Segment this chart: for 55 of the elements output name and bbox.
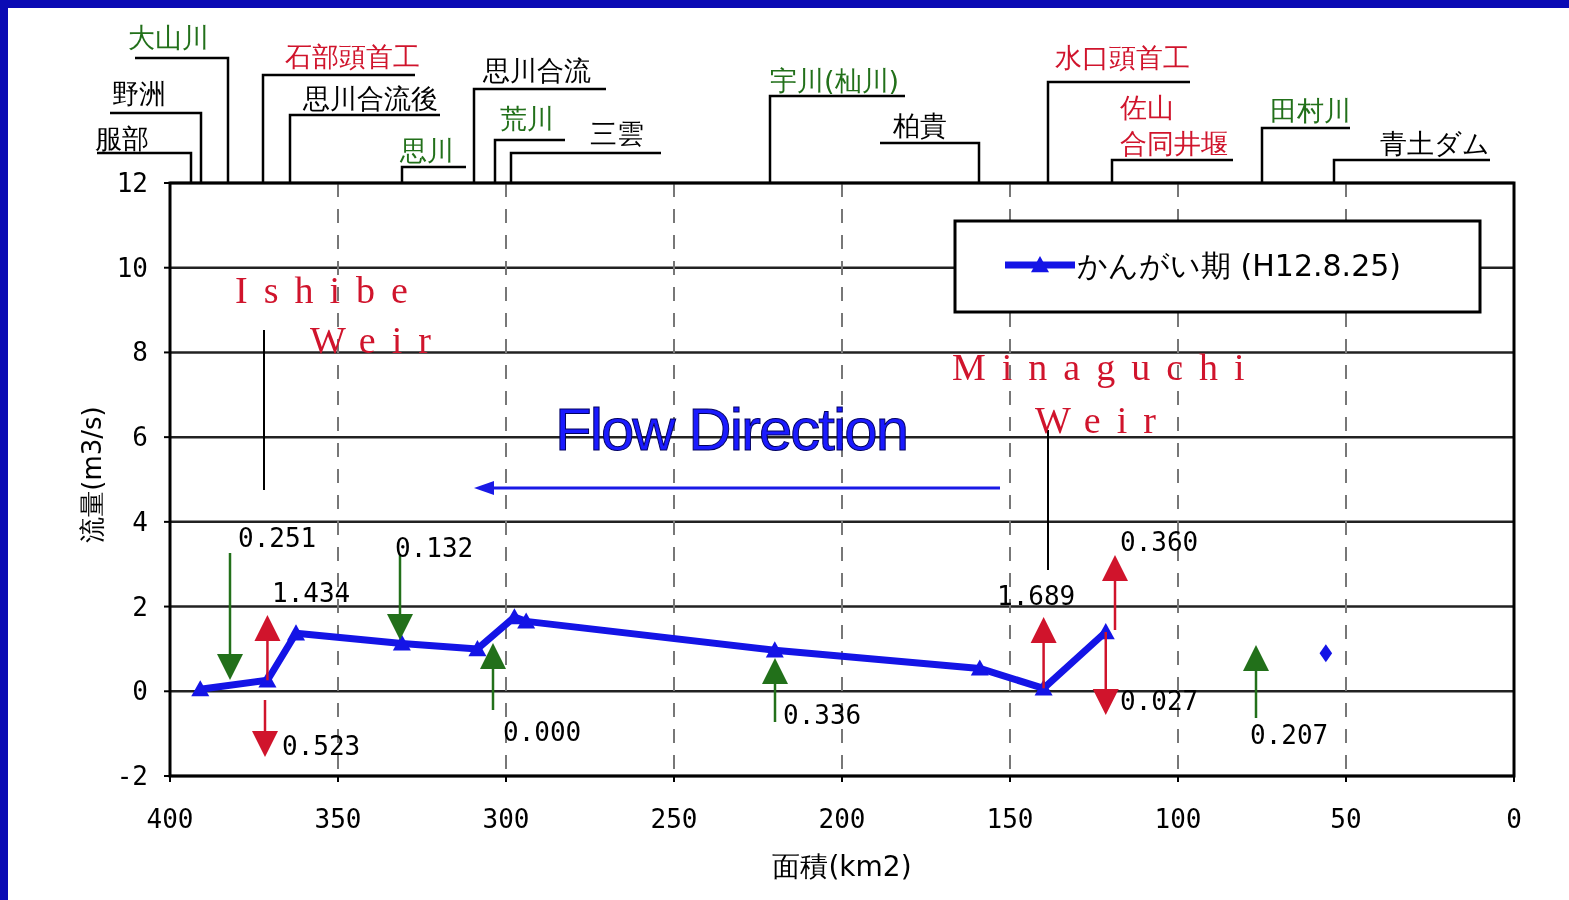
x-tick-label: 350 bbox=[314, 804, 362, 834]
text: 思川合流 bbox=[482, 55, 591, 86]
y-tick-label: -2 bbox=[116, 761, 148, 791]
point bbox=[970, 659, 989, 676]
annotation: 1.689 bbox=[997, 581, 1076, 611]
annotation: Minaguchi Weir bbox=[952, 346, 1261, 441]
text: 柏貴 bbox=[892, 110, 947, 141]
point bbox=[1319, 644, 1333, 663]
x-axis-title: 面積(km2) bbox=[772, 850, 912, 883]
x-tick-label: 200 bbox=[818, 804, 866, 834]
text: 思川 bbox=[399, 135, 454, 166]
text: 大山川 bbox=[128, 22, 209, 53]
text: 田村川 bbox=[1270, 95, 1351, 126]
annotation: 0.523 bbox=[282, 731, 361, 761]
x-tick-label: 50 bbox=[1330, 804, 1362, 834]
text: 思川合流後 bbox=[302, 83, 438, 114]
y-tick-label: 0 bbox=[132, 676, 148, 707]
text: 宇川(杣川) bbox=[770, 65, 900, 96]
y-tick-label: 4 bbox=[132, 506, 148, 537]
legend-label: かんがい期 (H12.8.25) bbox=[1077, 248, 1402, 283]
text: 水口頭首工 bbox=[1055, 42, 1190, 73]
x-tick-label: 400 bbox=[146, 804, 194, 834]
x-tick-label: 300 bbox=[482, 804, 530, 834]
annotation: 0.251 bbox=[238, 523, 317, 553]
text: 野洲 bbox=[112, 78, 166, 109]
point bbox=[517, 612, 536, 629]
text: 荒川 bbox=[500, 103, 554, 134]
annotation: 0.207 bbox=[1250, 720, 1329, 750]
y-tick-label: 12 bbox=[116, 168, 148, 198]
annotation: 0.336 bbox=[783, 700, 862, 730]
annotation: Ishibe Weir bbox=[235, 269, 447, 361]
y-tick-label: 6 bbox=[132, 422, 148, 453]
text: 三雲 bbox=[590, 118, 644, 149]
point bbox=[191, 680, 210, 697]
y-tick-label: 8 bbox=[132, 337, 148, 368]
point bbox=[765, 641, 784, 658]
point bbox=[468, 639, 487, 657]
x-tick-label: 0 bbox=[1506, 804, 1522, 834]
x-tick-label: 150 bbox=[986, 804, 1034, 834]
text: 石部頭首工 bbox=[285, 41, 420, 72]
point bbox=[287, 624, 305, 641]
x-tick-label: 250 bbox=[650, 804, 698, 834]
point bbox=[392, 634, 411, 651]
y-tick-label: 10 bbox=[116, 252, 148, 283]
text: 青土ダム bbox=[1380, 128, 1490, 159]
annotation: 1.434 bbox=[272, 578, 351, 608]
text: 服部 bbox=[95, 123, 149, 154]
y-axis-title: 流量(m3/s) bbox=[77, 406, 107, 543]
text: 佐山合同井堰 bbox=[1120, 92, 1228, 159]
x-tick-label: 100 bbox=[1154, 804, 1202, 834]
y-tick-label: 2 bbox=[132, 591, 148, 622]
annotation: 0.360 bbox=[1120, 527, 1199, 557]
annotation: 0.027 bbox=[1120, 686, 1199, 716]
annotation: 0.132 bbox=[395, 533, 474, 563]
annotation: 0.000 bbox=[503, 717, 582, 747]
